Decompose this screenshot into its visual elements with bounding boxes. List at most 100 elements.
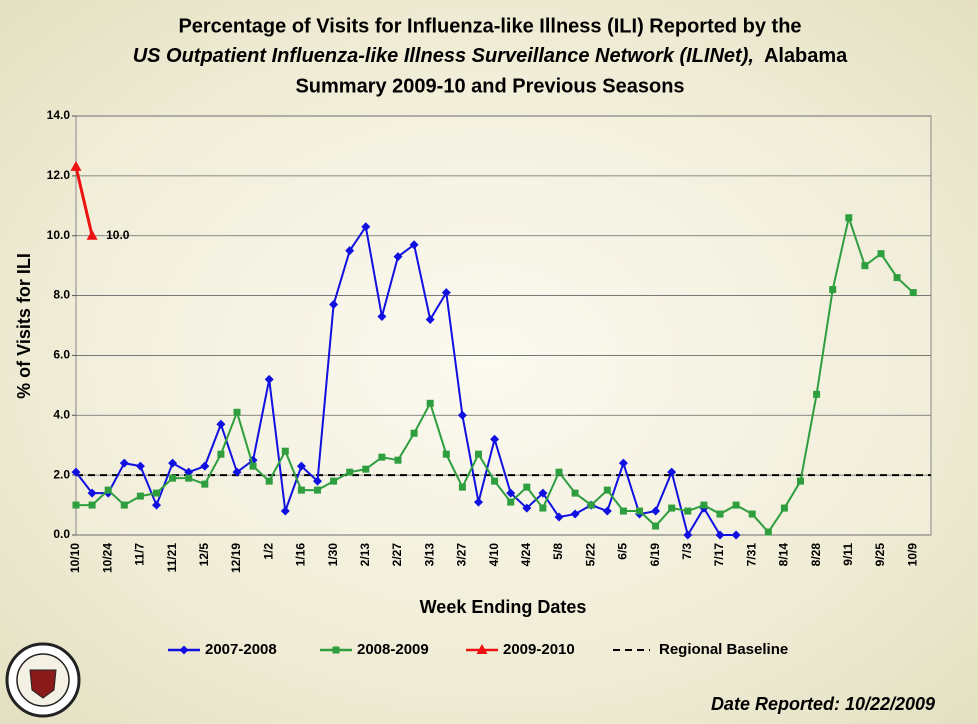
legend-marker-shape: [332, 646, 340, 654]
point: [700, 501, 708, 509]
point: [104, 486, 112, 494]
point: [716, 510, 724, 518]
x-tick-label: 6/5: [616, 543, 630, 560]
x-tick-label: 10/24: [100, 543, 114, 573]
x-axis-label: Week Ending Dates: [420, 597, 587, 617]
point: [249, 462, 257, 470]
point: [135, 461, 145, 471]
legend-label: 2007-2008: [205, 641, 277, 658]
x-tick-label: 8/28: [809, 543, 823, 567]
point: [845, 214, 853, 222]
point: [909, 289, 917, 297]
point: [184, 467, 194, 477]
point: [70, 160, 82, 171]
point: [861, 262, 869, 270]
x-tick-label: 9/25: [873, 543, 887, 567]
point: [506, 488, 516, 498]
seal: [5, 642, 81, 718]
x-tick-label: 3/13: [422, 543, 436, 567]
series-line: [74, 166, 94, 237]
point: [393, 252, 403, 262]
point: [216, 419, 226, 429]
point: [442, 450, 450, 458]
point: [441, 288, 451, 298]
x-tick-label: 3/27: [455, 543, 469, 567]
x-tick-label: 6/19: [648, 543, 662, 567]
x-tick-label: 10/10: [68, 543, 82, 573]
y-tick-label: 0.0: [53, 527, 70, 541]
point: [120, 501, 128, 509]
legend-marker: [476, 644, 488, 654]
point: [425, 315, 435, 325]
point: [538, 488, 548, 498]
point: [490, 434, 500, 444]
x-tick-label: 5/22: [583, 543, 597, 567]
point: [232, 467, 242, 477]
point: [893, 274, 901, 282]
y-axis-label: % of Visits for ILI: [14, 253, 34, 399]
y-tick-label: 6.0: [53, 348, 70, 362]
x-tick-label: 1/2: [261, 543, 275, 560]
point: [314, 486, 321, 494]
point: [330, 477, 338, 485]
point: [119, 458, 129, 468]
date-reported: Date Reported: 10/22/2009: [711, 694, 935, 714]
point: [619, 507, 627, 515]
point: [426, 399, 434, 407]
point: [507, 498, 515, 506]
x-tick-label: 12/19: [229, 543, 243, 573]
point: [667, 467, 677, 477]
point: [602, 506, 612, 516]
point: [780, 504, 788, 512]
x-tick-label: 8/14: [777, 543, 791, 567]
x-tick-label: 10/9: [905, 543, 919, 567]
x-tick-label: 12/5: [197, 543, 211, 567]
point: [555, 468, 563, 476]
x-tick-label: 11/7: [133, 543, 147, 566]
point: [185, 474, 193, 482]
point: [362, 465, 370, 473]
point: [313, 476, 322, 486]
subtitle-network: US Outpatient Influenza-like Illness Sur…: [133, 45, 754, 67]
point: [233, 408, 241, 416]
point: [877, 250, 885, 258]
point: [651, 506, 661, 516]
y-tick-label: 2.0: [53, 467, 70, 481]
legend-label: Regional Baseline: [659, 641, 788, 658]
point: [458, 483, 466, 491]
point: [732, 501, 740, 509]
x-tick-label: 7/31: [744, 543, 758, 567]
point: [410, 429, 418, 437]
legend-marker: [179, 645, 189, 655]
point: [618, 458, 628, 468]
x-tick-label: 11/21: [165, 543, 179, 573]
point: [169, 474, 177, 482]
legend-label: 2008-2009: [357, 641, 429, 658]
point: [201, 480, 209, 488]
point: [475, 450, 482, 458]
point: [748, 510, 756, 518]
legend-marker-shape: [476, 644, 488, 654]
point: [152, 500, 161, 510]
point: [87, 488, 97, 498]
x-tick-label: 4/24: [519, 543, 533, 567]
legend-label: 2009-2010: [503, 641, 575, 658]
y-tick-label: 12.0: [47, 168, 71, 182]
point: [153, 489, 160, 497]
data-label: 10.0: [106, 228, 130, 242]
point: [457, 410, 467, 420]
point: [409, 240, 419, 250]
point: [168, 458, 178, 468]
point: [522, 503, 532, 513]
point: [571, 489, 579, 497]
legend-marker-shape: [179, 645, 189, 655]
point: [652, 522, 660, 530]
point: [715, 530, 725, 540]
x-tick-label: 1/30: [326, 543, 340, 567]
x-tick-label: 7/3: [680, 543, 694, 560]
plot-area: [75, 115, 932, 536]
point: [86, 229, 98, 240]
point: [394, 456, 402, 464]
point: [587, 501, 595, 509]
point: [554, 512, 564, 522]
